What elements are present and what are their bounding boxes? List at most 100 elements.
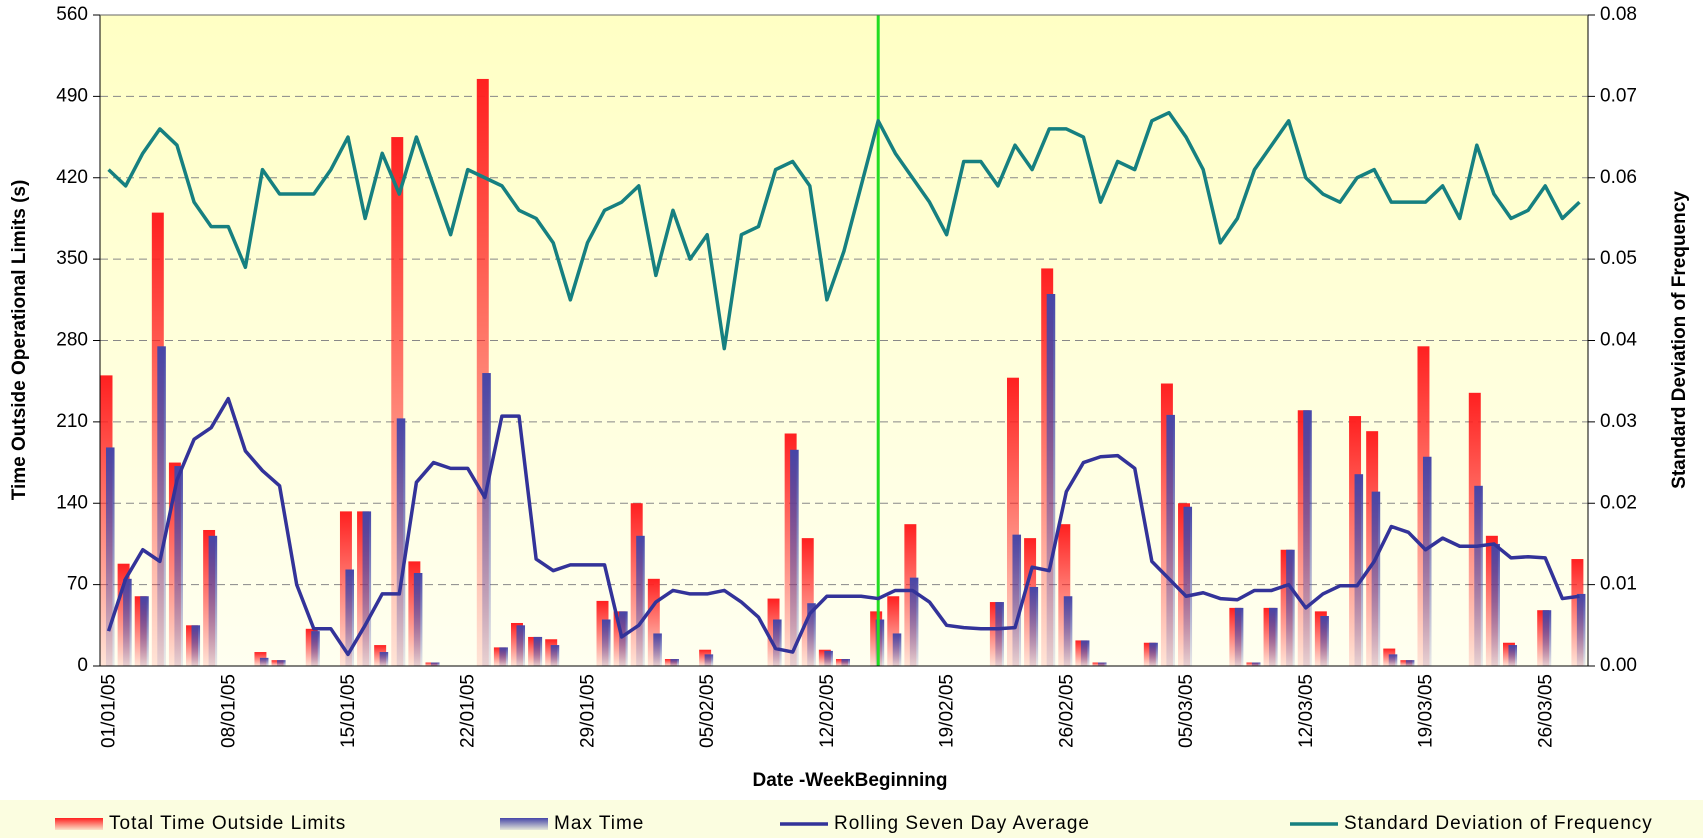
bar xyxy=(476,78,489,666)
bar xyxy=(430,662,440,666)
bar xyxy=(277,660,286,666)
bar xyxy=(892,633,902,666)
bar xyxy=(1269,607,1278,666)
legend-swatch xyxy=(500,818,548,830)
bar xyxy=(653,633,662,666)
x-tick-label: 29/01/05 xyxy=(577,674,598,748)
x-tick-label: 08/01/05 xyxy=(218,674,239,748)
x-axis-title: Date -WeekBeginning xyxy=(753,770,948,791)
bar xyxy=(311,631,320,666)
x-tick-label: 05/02/05 xyxy=(697,674,718,748)
y-tick-label: 420 xyxy=(56,167,88,188)
y-tick-label: 0 xyxy=(77,655,88,676)
bar xyxy=(601,619,611,666)
bar xyxy=(396,418,406,666)
y2-tick-label: 0.08 xyxy=(1600,4,1637,25)
bar xyxy=(1354,474,1364,666)
bar xyxy=(909,577,919,666)
y-tick-label: 350 xyxy=(56,248,88,269)
bar xyxy=(1166,414,1175,666)
bar xyxy=(1303,410,1312,666)
bar xyxy=(807,603,816,666)
bar xyxy=(174,466,183,666)
bar xyxy=(1405,660,1415,666)
bar xyxy=(1474,485,1483,666)
legend-label: Max Time xyxy=(554,813,644,834)
bar xyxy=(550,645,560,666)
x-tick-label: 12/03/05 xyxy=(1296,674,1317,748)
bar xyxy=(259,657,269,666)
bar xyxy=(1183,506,1193,666)
y2-tick-label: 0.01 xyxy=(1600,574,1637,595)
bar xyxy=(516,625,526,666)
bar xyxy=(1576,593,1586,666)
x-tick-label: 05/03/05 xyxy=(1176,674,1197,748)
y-tick-label: 70 xyxy=(67,574,88,595)
bar xyxy=(533,636,543,666)
bar xyxy=(619,611,628,666)
bar xyxy=(140,596,149,666)
x-tick-label: 22/01/05 xyxy=(458,674,479,748)
bar xyxy=(1542,610,1552,666)
y2-tick-label: 0.07 xyxy=(1600,85,1637,106)
y2-tick-label: 0.05 xyxy=(1600,248,1637,269)
x-tick-label: 12/02/05 xyxy=(817,674,838,748)
bar xyxy=(1149,642,1158,666)
y2-tick-label: 0.03 xyxy=(1600,411,1637,432)
y2-tick-label: 0.02 xyxy=(1600,492,1637,513)
bar xyxy=(995,602,1004,666)
bar xyxy=(704,654,714,666)
y-axis-title: Time Outside Operational Limits (s) xyxy=(9,180,30,501)
legend-swatch xyxy=(55,818,103,830)
bar xyxy=(362,511,372,666)
y2-tick-label: 0.06 xyxy=(1600,167,1637,188)
bar xyxy=(636,535,645,666)
bar xyxy=(413,573,423,666)
bar xyxy=(345,569,354,666)
bar xyxy=(1063,596,1073,666)
series-line xyxy=(107,110,1581,351)
bar xyxy=(1012,534,1022,666)
bar xyxy=(1371,491,1381,666)
bar xyxy=(1058,524,1071,666)
legend-label: Total Time Outside Limits xyxy=(109,813,346,834)
bar xyxy=(1006,377,1019,666)
legend-label: Standard Deviation of Frequency xyxy=(1344,813,1653,834)
bar xyxy=(790,449,799,666)
bar xyxy=(1491,543,1500,666)
y-tick-label: 140 xyxy=(56,492,88,513)
series-line xyxy=(106,396,1580,657)
y-tick-label: 490 xyxy=(56,85,88,106)
bar xyxy=(1388,654,1398,666)
y2-axis-title: Standard Deviation of Frequency xyxy=(1669,191,1690,489)
y-tick-label: 560 xyxy=(56,4,88,25)
bar xyxy=(123,578,132,666)
bar xyxy=(482,373,491,666)
bar xyxy=(824,650,833,666)
bar xyxy=(887,596,900,666)
bar xyxy=(1046,294,1056,666)
bar xyxy=(647,578,660,666)
bar xyxy=(105,447,115,666)
x-tick-label: 19/03/05 xyxy=(1416,674,1437,748)
x-tick-label: 19/02/05 xyxy=(937,674,958,748)
bar xyxy=(1508,645,1518,666)
x-tick-label: 01/01/05 xyxy=(99,674,120,748)
bar xyxy=(1422,456,1432,666)
y2-tick-label: 0.04 xyxy=(1600,330,1637,351)
x-tick-label: 26/02/05 xyxy=(1056,674,1077,748)
bar xyxy=(1251,662,1261,666)
legend-band xyxy=(0,800,1703,838)
bar xyxy=(670,659,679,666)
y-tick-label: 210 xyxy=(56,411,88,432)
bar xyxy=(875,619,885,666)
bar xyxy=(801,538,814,666)
bar xyxy=(773,619,782,666)
bar xyxy=(1029,586,1039,666)
bar xyxy=(1286,549,1295,666)
bar xyxy=(1320,616,1329,666)
bar xyxy=(1234,607,1244,666)
bar xyxy=(191,625,201,666)
bar xyxy=(499,647,508,666)
bar xyxy=(1097,662,1107,666)
